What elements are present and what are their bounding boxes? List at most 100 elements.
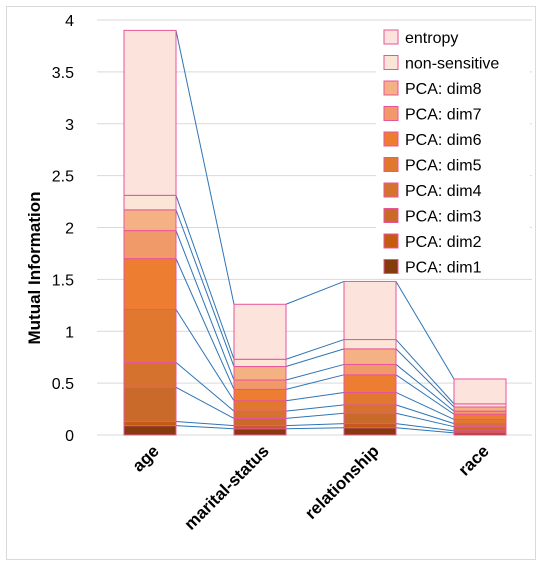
bar-segment-entropy	[233, 303, 287, 360]
legend-swatch	[383, 259, 399, 274]
legend-label: PCA: dim3	[405, 209, 482, 226]
bar-segment-pca-dim7	[123, 230, 177, 260]
y-axis-title: Mutual Information	[25, 192, 44, 345]
chart-frame	[6, 6, 536, 560]
connector-line	[175, 258, 235, 390]
connector-line	[175, 230, 235, 381]
connector-line	[285, 348, 345, 368]
legend-swatch	[383, 157, 399, 172]
connector-line	[285, 280, 345, 305]
connector-line	[395, 423, 455, 432]
connector-line	[285, 374, 345, 390]
bar-segment-pca-dim4	[233, 410, 287, 419]
legend-label: PCA: dim1	[405, 260, 482, 277]
legend: entropy non-sensitive PCA: dim8 PCA: dim7 PC…	[376, 22, 530, 278]
connector-line	[175, 421, 235, 427]
bar-segment-pca-dim3	[233, 417, 287, 427]
bar-segment-pca-dim3	[343, 412, 397, 425]
legend-swatch	[383, 131, 399, 147]
x-category-label: marital-status	[181, 441, 273, 533]
bar-segment-pca-dim8	[453, 406, 507, 412]
legend-label: PCA: dim8	[405, 81, 482, 98]
bar-segment-pca-dim2	[123, 421, 177, 427]
bar-segment-entropy	[453, 378, 507, 405]
bar-segment-pca-dim5	[453, 418, 507, 425]
connector-line	[395, 404, 455, 425]
connector-line	[395, 412, 455, 428]
connector-line	[175, 361, 235, 412]
connector-line	[395, 392, 455, 420]
bar-segment-pca-dim1	[123, 425, 177, 436]
connector-line	[175, 425, 235, 430]
legend-label: PCA: dim6	[405, 132, 482, 149]
connector-line	[175, 195, 235, 360]
connector-line	[285, 391, 345, 402]
connector-line	[175, 209, 235, 367]
connector-line	[395, 427, 455, 434]
bar-segment-pca-dim5	[233, 400, 287, 412]
legend-label: non-sensitive	[405, 56, 499, 73]
bar-segment-pca-dim7	[343, 363, 397, 376]
connector-line	[285, 412, 345, 419]
y-tick-label: 0.5	[52, 376, 74, 393]
legend-swatch	[383, 182, 399, 198]
bar-segment-pca-dim3	[123, 386, 177, 423]
connector-line	[175, 30, 235, 305]
y-tick-label: 1.5	[52, 272, 74, 289]
connector-line	[395, 364, 455, 412]
y-tick-label: 3	[65, 117, 74, 134]
x-category-label: age	[129, 441, 163, 475]
legend-label: PCA: dim7	[405, 107, 482, 124]
legend-background	[376, 22, 530, 278]
connector-line	[395, 374, 455, 415]
legend-label: PCA: dim4	[405, 183, 482, 200]
legend-label: PCA: dim5	[405, 158, 482, 175]
bar-segment-pca-dim8	[343, 348, 397, 365]
bar-segment-pca-dim6	[343, 374, 397, 393]
x-category-label: relationship	[301, 441, 383, 523]
y-tick-label: 0	[65, 428, 74, 445]
bar-segment-non-sensitive	[233, 358, 287, 368]
legend-swatch	[383, 29, 399, 45]
legend-swatch	[383, 208, 399, 223]
connector-line	[395, 339, 455, 405]
bar-segment-non-sensitive	[343, 339, 397, 350]
y-tick-label: 4	[65, 13, 74, 30]
y-tick-label: 3.5	[52, 65, 74, 82]
y-axis-ticks: 0 0.5 1 1.5 2 2.5 3 3.5 4	[52, 13, 74, 445]
legend-swatch	[383, 106, 399, 121]
connector-line	[395, 281, 455, 380]
bar-segment-entropy	[343, 280, 397, 341]
x-category-label: race	[455, 441, 493, 479]
bar-segment-pca-dim6	[233, 388, 287, 402]
legend-swatch	[383, 233, 399, 249]
legend-label: entropy	[405, 30, 458, 47]
connector-line	[285, 363, 345, 381]
bar-segment-pca-dim3	[453, 426, 507, 432]
legend-swatch	[383, 80, 399, 96]
bar-segment-pca-dim1	[233, 428, 287, 436]
connector-line	[285, 423, 345, 427]
bar-segment-pca-dim5	[123, 308, 177, 363]
connector-line	[395, 348, 455, 408]
connector-line	[285, 404, 345, 412]
connector-line	[285, 427, 345, 430]
bar-segment-pca-dim4	[343, 404, 397, 414]
x-axis-labels: age marital-status relationship race	[129, 441, 493, 533]
bar-segment-pca-dim4	[123, 361, 177, 388]
bar-segment-pca-dim7	[233, 379, 287, 390]
y-tick-label: 2.5	[52, 169, 74, 186]
bars	[123, 29, 507, 436]
bar-segment-pca-dim8	[123, 209, 177, 232]
bar-segment-entropy	[123, 29, 177, 196]
legend-swatch	[383, 55, 399, 70]
connector-line	[285, 339, 345, 360]
bar-segment-pca-dim8	[233, 366, 287, 381]
y-tick-label: 1	[65, 324, 74, 341]
bar-segment-pca-dim1	[343, 427, 397, 436]
y-tick-label: 2	[65, 221, 74, 238]
legend-label: PCA: dim2	[405, 234, 482, 251]
connector-lines	[175, 30, 455, 434]
bar-segment-pca-dim2	[343, 423, 397, 429]
